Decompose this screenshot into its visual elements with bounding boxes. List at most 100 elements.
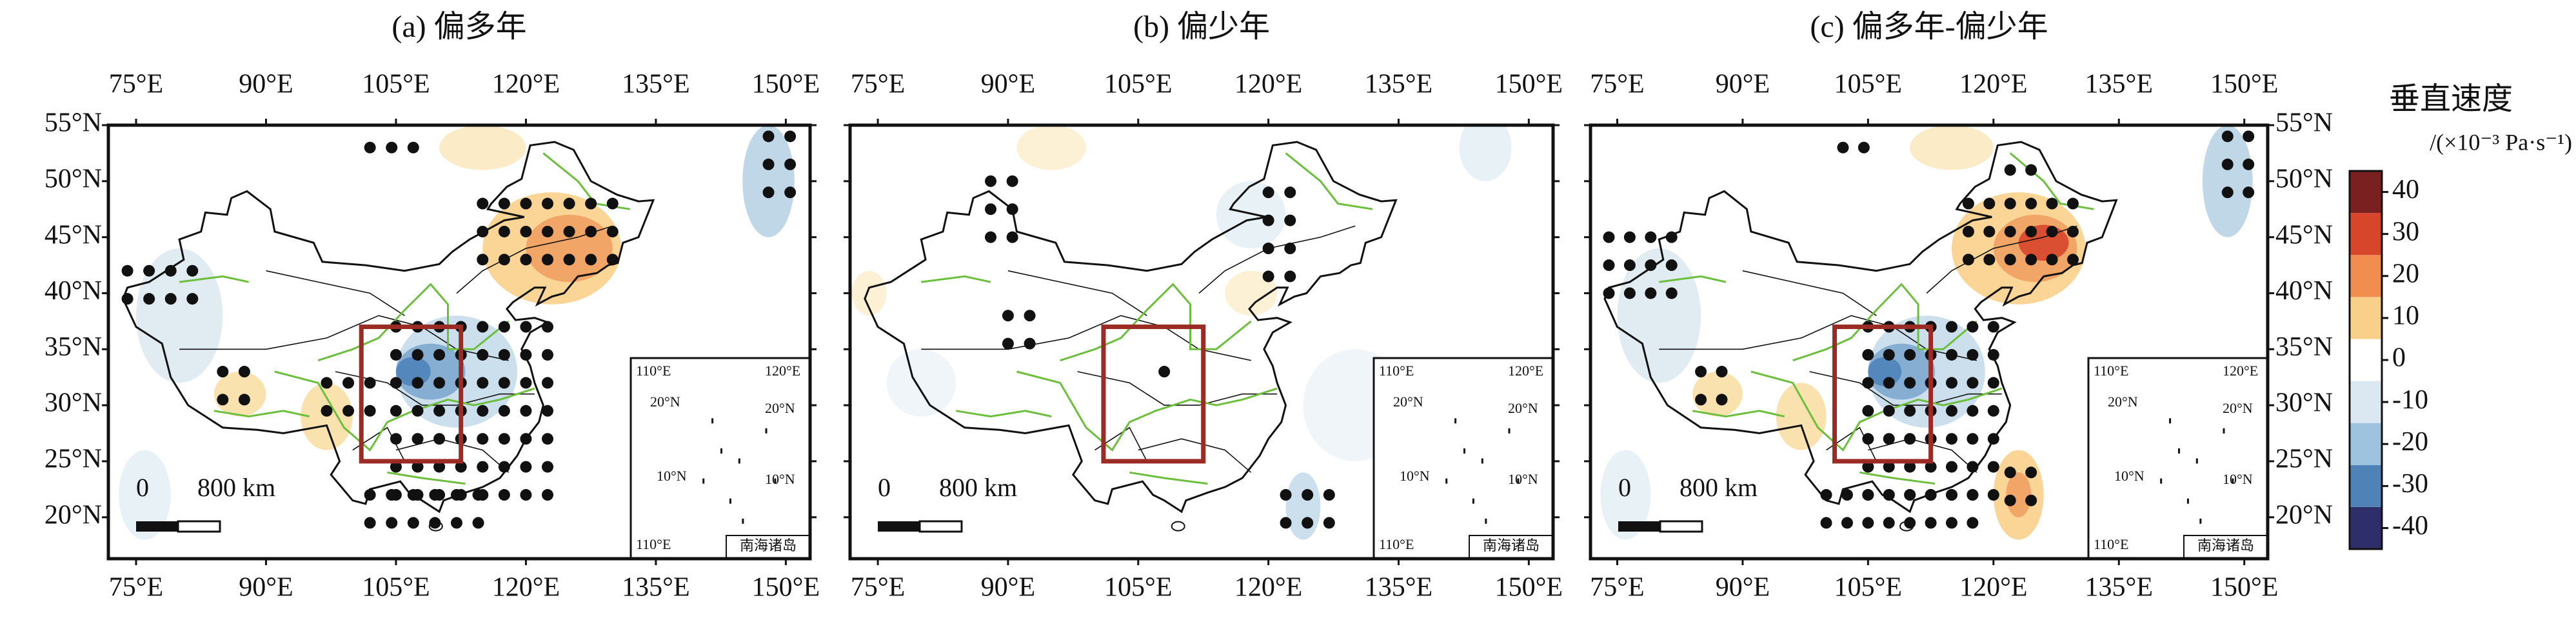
- significance-dot: [520, 321, 532, 333]
- significance-dot: [1262, 243, 1274, 255]
- lon-label-top: 90°E: [239, 70, 293, 99]
- colorbar-band: [2350, 171, 2382, 214]
- significance-dot: [2004, 197, 2016, 210]
- shading: [1225, 270, 1278, 316]
- significance-dot: [1987, 461, 1999, 473]
- lon-label-bottom: 105°E: [1834, 573, 1902, 603]
- colorbar-tick-label: -40: [2392, 511, 2428, 541]
- lon-label-top: 90°E: [981, 70, 1035, 99]
- colorbar-band: [2350, 297, 2382, 339]
- significance-dot: [477, 254, 489, 266]
- significance-dot: [520, 405, 532, 417]
- lat-label: 45°N: [2275, 220, 2333, 250]
- significance-dot: [1883, 348, 1895, 361]
- significance-dot: [1603, 231, 1615, 243]
- significance-dot: [477, 405, 489, 417]
- significance-dot: [520, 489, 532, 501]
- significance-dot: [1024, 310, 1036, 322]
- significance-dot: [238, 394, 250, 406]
- significance-dot: [1262, 214, 1274, 226]
- inset-label: 110°E: [2094, 363, 2128, 379]
- significance-dot: [411, 405, 424, 417]
- significance-dot: [1946, 321, 1957, 333]
- lon-label-bottom: 120°E: [1234, 573, 1302, 603]
- colorbar-band: [2350, 465, 2382, 507]
- river: [955, 410, 1052, 418]
- significance-dot: [433, 461, 446, 473]
- significance-dot: [450, 517, 462, 529]
- significance-dot: [2243, 130, 2255, 143]
- region-box: [1101, 325, 1206, 464]
- lon-label-top: 120°E: [492, 70, 560, 99]
- significance-dot: [1904, 433, 1916, 445]
- colorbar-title: 垂直速度: [2389, 82, 2513, 116]
- lat-label: 50°N: [45, 164, 102, 194]
- significance-dot: [477, 377, 489, 389]
- lon-label-bottom: 135°E: [622, 573, 689, 603]
- significance-dot: [1883, 461, 1895, 473]
- significance-dot: [2025, 225, 2037, 237]
- island-mark: [711, 418, 714, 424]
- significance-dot: [1962, 254, 1974, 266]
- inset-label: 110°E: [636, 363, 671, 379]
- significance-dot: [498, 254, 510, 266]
- significance-dot: [342, 377, 355, 389]
- scale-white: [918, 520, 963, 533]
- province-border: [1138, 438, 1252, 473]
- lon-label-top: 90°E: [1716, 70, 1770, 99]
- scale-start: 0: [1618, 473, 1631, 502]
- significance-dot: [498, 405, 510, 417]
- lat-label: 40°N: [2275, 276, 2333, 306]
- river: [274, 370, 535, 452]
- significance-dot: [217, 394, 229, 406]
- inset-name: 南海诸岛: [740, 537, 797, 554]
- significance-dot: [1262, 270, 1274, 283]
- significance-dot: [2046, 225, 2058, 237]
- scale-start: 0: [878, 473, 891, 502]
- lon-label-top: 75°E: [851, 70, 905, 99]
- river: [1859, 471, 1936, 485]
- lon-label-top: 105°E: [362, 70, 430, 99]
- lon-label-top: 135°E: [622, 70, 689, 99]
- significance-dot: [498, 321, 510, 333]
- significance-dot: [606, 254, 619, 266]
- colorbar-band: [2350, 255, 2382, 297]
- significance-dot: [1967, 348, 1979, 361]
- significance-dot: [520, 254, 532, 266]
- significance-dot: [2004, 164, 2016, 176]
- significance-dot: [1645, 259, 1657, 272]
- shading: [1692, 372, 1743, 417]
- significance-dot: [1862, 517, 1874, 529]
- significance-dot: [429, 517, 441, 529]
- significance-dot: [1904, 489, 1916, 501]
- significance-dot: [563, 225, 575, 237]
- colorbar-tick-label: 0: [2392, 343, 2406, 373]
- island-mark: [1472, 498, 1474, 504]
- significance-dot: [1837, 141, 1849, 154]
- inset-label: 10°N: [1508, 471, 1538, 487]
- significance-dot: [164, 265, 177, 277]
- significance-dot: [472, 517, 484, 529]
- significance-dot: [364, 377, 376, 389]
- map-panel: [1600, 125, 2255, 540]
- significance-dot: [520, 433, 532, 445]
- inset-label: 20°N: [650, 394, 680, 410]
- significance-dot: [498, 197, 510, 210]
- lon-label-top: 75°E: [1590, 70, 1644, 99]
- scale-black: [1618, 521, 1660, 532]
- significance-dot: [520, 225, 532, 237]
- lat-label: 25°N: [2275, 445, 2333, 474]
- significance-dot: [1623, 231, 1636, 243]
- significance-dot: [455, 461, 467, 473]
- significance-dot: [2025, 466, 2037, 479]
- significance-dot: [1284, 243, 1296, 255]
- significance-dot: [1284, 214, 1296, 226]
- significance-dot: [1665, 231, 1678, 243]
- significance-dot: [477, 433, 489, 445]
- significance-dot: [321, 405, 333, 417]
- island-mark: [2178, 448, 2180, 454]
- river: [1659, 275, 1727, 283]
- significance-dot: [1006, 231, 1018, 243]
- shading: [119, 450, 171, 540]
